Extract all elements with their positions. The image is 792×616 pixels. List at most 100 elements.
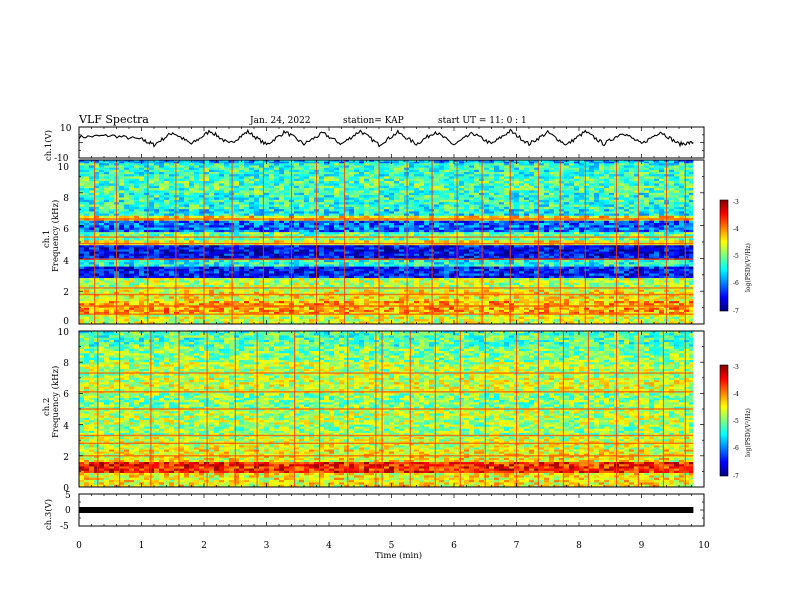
spectrogram-cell bbox=[579, 174, 584, 176]
spectrogram-cell bbox=[274, 234, 279, 236]
spectrogram-cell bbox=[109, 240, 114, 243]
spectrogram-cell bbox=[459, 176, 464, 179]
spectrogram-cell bbox=[474, 172, 479, 174]
spectrogram-cell bbox=[169, 172, 174, 174]
spectrogram-cell bbox=[164, 216, 169, 219]
spectrogram-cell bbox=[339, 228, 344, 231]
spectrogram-cell bbox=[194, 200, 199, 203]
spectrogram-cell bbox=[264, 200, 269, 203]
spectrogram-cell bbox=[499, 221, 504, 224]
spectrogram-cell bbox=[569, 193, 574, 196]
spectrogram-cell bbox=[644, 221, 649, 224]
spectrogram-cell bbox=[514, 172, 519, 174]
spectrogram-cell bbox=[549, 190, 554, 193]
spectrogram-cell bbox=[674, 202, 679, 205]
spectrogram-cell bbox=[204, 207, 209, 210]
spectrogram-cell bbox=[104, 216, 109, 219]
spectrogram-cell bbox=[249, 245, 254, 247]
spectrogram-cell bbox=[529, 238, 534, 240]
spectrogram-cell bbox=[494, 205, 499, 208]
spectrogram-cell bbox=[134, 163, 139, 165]
spectrogram-cell bbox=[629, 216, 634, 219]
spectrogram-cell bbox=[134, 188, 139, 191]
spectrogram-cell bbox=[84, 165, 89, 167]
spectrogram-cell bbox=[389, 214, 394, 216]
spectrogram-cell bbox=[394, 232, 399, 234]
spectrogram-cell bbox=[449, 223, 454, 226]
spectrogram-cell bbox=[194, 181, 199, 184]
spectrogram-cell bbox=[444, 240, 449, 243]
spectrogram-cell bbox=[329, 207, 334, 210]
spectrogram-cell bbox=[419, 225, 424, 228]
spectrogram-cell bbox=[174, 172, 179, 174]
spectrogram-cell bbox=[134, 165, 139, 167]
spectrogram-cell bbox=[544, 221, 549, 224]
spectrogram-cell bbox=[194, 202, 199, 205]
spectrogram-cell bbox=[414, 234, 419, 236]
spectrogram-cell bbox=[554, 190, 559, 193]
spectrogram-cell bbox=[594, 202, 599, 205]
spectrogram-cell bbox=[394, 216, 399, 219]
spectrogram-cell bbox=[244, 223, 249, 226]
spectrogram-cell bbox=[204, 214, 209, 216]
spectrogram-cell bbox=[459, 163, 464, 165]
spectrogram-cell bbox=[669, 238, 674, 240]
spectrogram-cell bbox=[189, 172, 194, 174]
spectrogram-cell bbox=[654, 200, 659, 203]
spectrogram-cell bbox=[624, 205, 629, 208]
spectrogram-cell bbox=[659, 228, 664, 231]
spectrogram-cell bbox=[124, 245, 129, 247]
spectrogram-cell bbox=[569, 225, 574, 228]
spectrogram-cell bbox=[309, 238, 314, 240]
spectrogram-cell bbox=[329, 223, 334, 226]
spectrogram-cell bbox=[329, 163, 334, 165]
spectrogram-cell bbox=[324, 216, 329, 219]
spectrogram-cell bbox=[269, 240, 274, 243]
spectrogram-cell bbox=[399, 221, 404, 224]
spectrogram-cell bbox=[654, 163, 659, 165]
spectrogram-cell bbox=[639, 172, 644, 174]
spectrogram-cell bbox=[609, 188, 614, 191]
spectrogram-cell bbox=[139, 190, 144, 193]
spectrogram-cell bbox=[109, 165, 114, 167]
spectrogram-cell bbox=[84, 240, 89, 243]
spectrogram-cell bbox=[89, 190, 94, 193]
spectrogram-cell bbox=[134, 209, 139, 211]
spectrogram-cell bbox=[439, 247, 444, 249]
spectrogram-cell bbox=[79, 176, 84, 179]
spectrogram-cell bbox=[564, 240, 569, 243]
spectrogram-cell bbox=[544, 176, 549, 179]
spectrogram-cell bbox=[519, 211, 524, 213]
spectrogram-cell bbox=[184, 190, 189, 193]
spectrogram-cell bbox=[609, 172, 614, 174]
spectrogram-cell bbox=[84, 209, 89, 211]
spectrogram-cell bbox=[234, 202, 239, 205]
spectrogram-cell bbox=[129, 179, 134, 182]
spectrogram-cell bbox=[179, 174, 184, 176]
spectrogram-cell bbox=[639, 200, 644, 203]
spectrogram-cell bbox=[149, 168, 154, 170]
spectrogram-cell bbox=[639, 176, 644, 179]
spectrogram-cell bbox=[439, 168, 444, 170]
spectrogram-cell bbox=[104, 181, 109, 184]
spectrogram-cell bbox=[139, 200, 144, 203]
spectrogram-cell bbox=[194, 170, 199, 172]
spectrogram-cell bbox=[154, 174, 159, 176]
spectrogram-cell bbox=[504, 221, 509, 224]
spectrogram-cell bbox=[299, 232, 304, 234]
spectrogram-cell bbox=[654, 181, 659, 184]
spectrogram-cell bbox=[514, 216, 519, 219]
spectrogram-cell bbox=[679, 176, 684, 179]
spectrogram-cell bbox=[174, 195, 179, 198]
spectrogram-cell bbox=[679, 230, 684, 233]
spectrogram-cell bbox=[524, 168, 529, 170]
spectrogram-cell bbox=[399, 247, 404, 249]
spectrogram-cell bbox=[549, 165, 554, 167]
spectrogram-cell bbox=[174, 197, 179, 200]
spectrogram-cell bbox=[244, 195, 249, 198]
spectrogram-cell bbox=[484, 225, 489, 228]
spectrogram-cell bbox=[659, 240, 664, 243]
spectrogram-cell bbox=[384, 232, 389, 234]
spectrogram-cell bbox=[284, 165, 289, 167]
spectrogram-cell bbox=[439, 174, 444, 176]
